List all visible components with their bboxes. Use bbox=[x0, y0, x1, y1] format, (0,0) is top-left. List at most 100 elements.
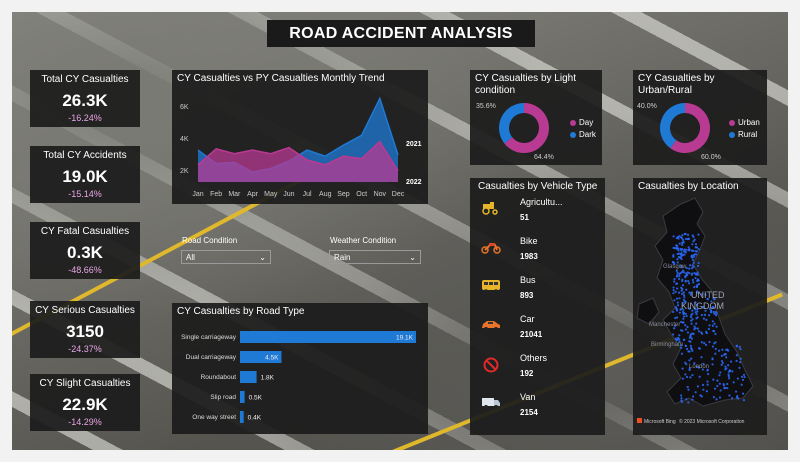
casualty-dot bbox=[681, 301, 684, 304]
vehicle-row-car: Car 21041 bbox=[470, 311, 605, 351]
casualty-dot bbox=[678, 272, 681, 275]
legend-2022: 2022 bbox=[406, 179, 422, 186]
kpi-delta: -14.29% bbox=[68, 417, 102, 427]
casualty-dot bbox=[706, 383, 709, 386]
casualty-dot bbox=[736, 377, 739, 380]
chart-title: CY Casualties by Light condition bbox=[475, 73, 576, 96]
uk-map[interactable]: UNITED KINGDOM Manchester Birmingham Lon… bbox=[633, 194, 767, 434]
casualty-dot bbox=[726, 348, 729, 351]
legend-dark: Dark bbox=[570, 130, 596, 139]
dashboard-title: ROAD ACCIDENT ANALYSIS bbox=[267, 20, 535, 47]
casualty-dot bbox=[716, 384, 719, 388]
legend-2021: 2021 bbox=[406, 141, 422, 148]
casualty-dot bbox=[679, 308, 682, 311]
casualty-dot bbox=[695, 303, 698, 306]
kpi-delta: -48.66% bbox=[68, 265, 102, 275]
weather-condition-slicer[interactable]: Weather Condition Rain ⌄ bbox=[324, 233, 426, 268]
panel-title: Casualties by Vehicle Type bbox=[478, 181, 598, 192]
casualty-dot bbox=[696, 385, 700, 388]
casualty-dot bbox=[691, 309, 694, 312]
casualty-dot bbox=[716, 379, 719, 382]
chart-title: CY Casualties vs PY Casualties Monthly T… bbox=[177, 73, 385, 84]
casualty-dot bbox=[691, 259, 695, 262]
casualty-dot bbox=[705, 318, 708, 321]
weather-condition-dropdown[interactable]: Rain ⌄ bbox=[329, 250, 421, 264]
casualty-dot bbox=[688, 264, 692, 267]
casualty-dot bbox=[675, 244, 678, 247]
vehicle-name: Bike bbox=[520, 236, 538, 246]
casualty-dot bbox=[681, 304, 684, 307]
casualty-dot bbox=[702, 305, 705, 309]
panel-title: Casualties by Location bbox=[638, 181, 739, 192]
casualty-dot bbox=[672, 254, 675, 257]
casualty-dot bbox=[724, 386, 727, 390]
casualty-dot bbox=[677, 291, 681, 294]
casualty-dot bbox=[675, 307, 678, 311]
casualty-dot bbox=[692, 395, 695, 398]
casualty-dot bbox=[673, 280, 676, 283]
casualty-dot bbox=[694, 246, 698, 249]
casualty-dot bbox=[727, 377, 731, 380]
casualty-dot bbox=[675, 269, 678, 272]
casualty-dot bbox=[695, 272, 698, 276]
casualty-dot bbox=[682, 298, 686, 302]
casualty-dot bbox=[735, 344, 739, 347]
casualty-dot bbox=[684, 373, 687, 376]
casualty-dot bbox=[692, 235, 695, 238]
casualty-dot bbox=[685, 266, 688, 270]
bar-one-way-street bbox=[240, 411, 244, 423]
casualty-dot bbox=[696, 264, 700, 268]
x-tick-label: Nov bbox=[374, 191, 387, 198]
casualty-dot bbox=[671, 261, 675, 264]
casualty-dot bbox=[725, 356, 728, 359]
urban-rural-chart: CY Casualties by Urban/Rural 40.0% 60.0%… bbox=[633, 70, 767, 165]
x-tick-label: Sep bbox=[337, 191, 350, 198]
casualty-dot bbox=[721, 348, 724, 351]
road-type-plot: Single carriageway 19.1K Dual carriageway 4… bbox=[181, 331, 416, 423]
casualty-dot bbox=[687, 388, 690, 391]
road-condition-dropdown[interactable]: All ⌄ bbox=[181, 250, 271, 264]
no-entry-icon bbox=[480, 357, 502, 373]
bar-value-label: 0.5K bbox=[249, 395, 263, 402]
casualty-dot bbox=[711, 345, 715, 348]
casualty-dot bbox=[697, 330, 701, 333]
kpi-serious-casualties: CY Serious Casualties 3150 -24.37% bbox=[30, 301, 140, 358]
casualty-dot bbox=[672, 235, 675, 238]
casualty-dot bbox=[681, 377, 684, 380]
casualty-dot bbox=[692, 332, 695, 335]
casualty-dot bbox=[683, 232, 686, 236]
kpi-label: CY Fatal Casualties bbox=[40, 226, 130, 237]
slicer-label: Weather Condition bbox=[330, 236, 397, 245]
light-donut: 35.6% 64.4% bbox=[476, 103, 554, 161]
casualty-dot bbox=[709, 311, 713, 314]
casualty-dot bbox=[691, 374, 694, 377]
casualty-dot bbox=[713, 387, 717, 390]
casualty-dot bbox=[692, 281, 695, 284]
casualty-dot bbox=[674, 290, 677, 293]
casualty-dot bbox=[682, 317, 685, 320]
x-tick-label: May bbox=[264, 191, 278, 198]
casualty-dot bbox=[682, 238, 685, 242]
casualty-dot bbox=[706, 368, 709, 371]
casualty-dot bbox=[690, 314, 693, 317]
slicer-value: Rain bbox=[334, 252, 351, 262]
chevron-down-icon[interactable]: ⌄ bbox=[259, 252, 266, 262]
casualty-dot bbox=[686, 325, 689, 329]
light-condition-chart: CY Casualties by Light condition 35.6% 6… bbox=[470, 70, 602, 165]
casualty-dot bbox=[690, 291, 693, 294]
casualty-dot bbox=[684, 275, 687, 278]
legend-label: Rural bbox=[738, 130, 758, 139]
casualty-dot bbox=[680, 254, 683, 258]
casualty-dot bbox=[676, 287, 679, 290]
casualty-dot bbox=[691, 312, 694, 315]
casualty-dot bbox=[708, 324, 711, 327]
casualty-dot bbox=[679, 253, 683, 256]
road-condition-slicer[interactable]: Road Condition All ⌄ bbox=[176, 233, 276, 268]
casualty-dot bbox=[684, 237, 688, 241]
vehicle-row-agricultural: Agricultu... 51 bbox=[470, 194, 605, 234]
legend-label: Urban bbox=[738, 118, 760, 127]
bus-icon bbox=[480, 279, 502, 295]
legend-swatch bbox=[729, 131, 735, 138]
casualty-dot bbox=[695, 285, 699, 289]
chevron-down-icon[interactable]: ⌄ bbox=[409, 252, 416, 262]
